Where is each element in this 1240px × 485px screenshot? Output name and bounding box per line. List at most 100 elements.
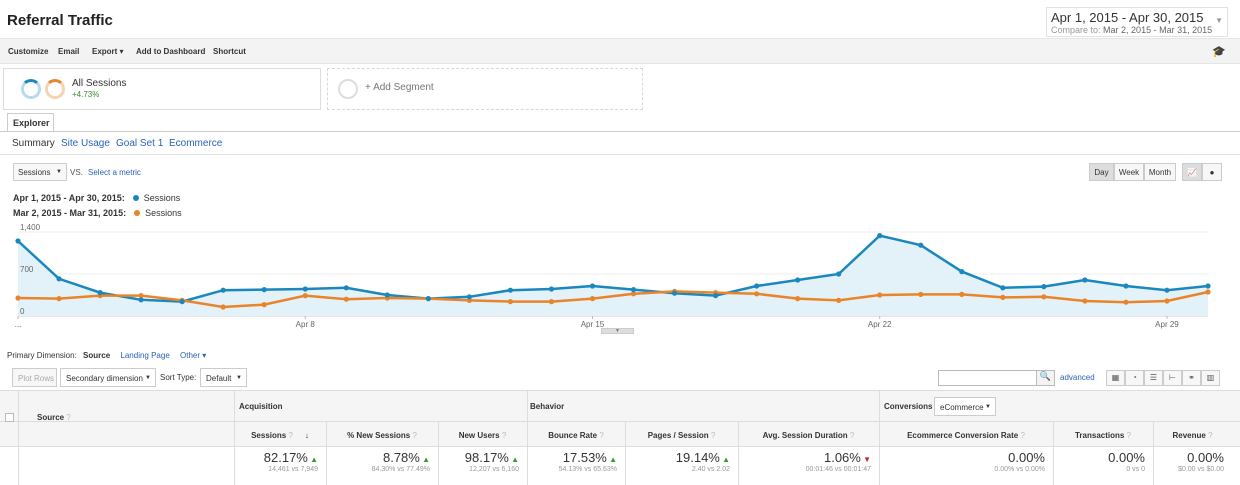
current-data-point <box>97 290 103 296</box>
line-chart-icon[interactable]: 📈 <box>1182 163 1202 181</box>
previous-data-point <box>1000 294 1006 300</box>
current-data-point <box>1123 283 1129 289</box>
column-header[interactable]: Sessions ? ↓ <box>234 431 326 440</box>
current-data-point <box>220 287 226 293</box>
legend-series: Sessions <box>145 208 182 218</box>
column-header[interactable]: Pages / Session ? <box>625 431 738 440</box>
subtab-ecommerce[interactable]: Ecommerce <box>169 138 223 149</box>
current-data-point <box>343 285 349 291</box>
conversions-group-label: Conversions <box>884 402 933 411</box>
email-button[interactable]: Email <box>58 47 80 56</box>
column-header[interactable]: New Users ? <box>438 431 527 440</box>
current-data-point <box>1205 283 1211 289</box>
legend-previous-range: Mar 2, 2015 - Mar 31, 2015: <box>13 208 127 218</box>
sort-type-select[interactable]: Default ▼ <box>200 368 247 387</box>
help-icon: ? <box>1205 431 1213 440</box>
table-search-input[interactable] <box>938 370 1038 386</box>
add-segment-button[interactable]: + Add Segment <box>327 68 643 110</box>
metric-comparison: 0 vs 0 <box>1126 466 1145 473</box>
add-to-dashboard-button[interactable]: Add to Dashboard <box>136 47 206 56</box>
source-header-label: Source <box>37 413 65 422</box>
metric-cell: 8.78% ▲ 84.30% vs 77.49% <box>326 450 430 473</box>
chart-resize-handle[interactable]: ▼ <box>601 328 634 334</box>
column-header[interactable]: % New Sessions ? <box>326 431 438 440</box>
motion-chart-icon[interactable]: ● <box>1202 163 1222 181</box>
trend-down-icon: ▼ <box>860 455 871 464</box>
previous-data-point <box>1082 298 1088 304</box>
chevron-down-icon: ▼ <box>56 169 62 175</box>
term-cloud-icon[interactable]: ⚭ <box>1182 370 1201 386</box>
trend-up-icon: ▲ <box>719 455 730 464</box>
source-column-header[interactable]: Source ? <box>37 413 71 422</box>
comparison-view-icon[interactable]: ⊢ <box>1163 370 1182 386</box>
pivot-view-icon[interactable]: ▥ <box>1201 370 1220 386</box>
plot-rows-button[interactable]: Plot Rows <box>12 368 57 387</box>
dimension-source[interactable]: Source <box>83 351 111 360</box>
metric-value: 1.06% <box>823 450 861 465</box>
secondary-dimension-select[interactable]: Secondary dimension ▼ <box>60 368 156 387</box>
legend-current-range: Apr 1, 2015 - Apr 30, 2015: <box>13 193 125 203</box>
conversion-type-select[interactable]: eCommerce ▼ <box>934 397 996 416</box>
column-header[interactable]: Bounce Rate ? <box>527 431 625 440</box>
trend-up-icon: ▲ <box>508 455 519 464</box>
month-button[interactable]: Month <box>1144 163 1176 181</box>
graduation-cap-icon[interactable]: 🎓 <box>1212 46 1226 58</box>
performance-view-icon[interactable]: ☰ <box>1144 370 1163 386</box>
subtab-summary[interactable]: Summary <box>12 138 55 149</box>
segment-change: +4.73% <box>72 90 100 99</box>
previous-data-point <box>1205 289 1211 295</box>
customize-button[interactable]: Customize <box>8 47 49 56</box>
subtab-site-usage[interactable]: Site Usage <box>61 138 110 149</box>
metric-comparison: 84.30% vs 77.49% <box>371 466 430 473</box>
metric-comparison: 00:01:46 vs 00:01:47 <box>805 466 871 473</box>
previous-data-point <box>918 291 924 297</box>
pie-view-icon[interactable]: ◔ <box>1125 370 1144 386</box>
select-all-checkbox[interactable] <box>5 413 14 422</box>
date-range-picker[interactable]: Apr 1, 2015 - Apr 30, 2015 Compare to: M… <box>1046 7 1228 37</box>
tab-explorer[interactable]: Explorer <box>7 113 54 132</box>
current-data-point <box>179 299 185 305</box>
column-header[interactable]: Avg. Session Duration ? <box>738 431 879 440</box>
advanced-filter-link[interactable]: advanced <box>1060 373 1095 382</box>
metric-cell: 82.17% ▲ 14,461 vs 7,949 <box>234 450 318 473</box>
help-icon: ? <box>66 413 71 422</box>
sessions-line-chart[interactable]: 1,400 700 0... Apr 8 Apr 15 Apr 22 Apr 29 <box>0 222 1240 340</box>
current-data-point <box>1164 287 1170 293</box>
vs-label: VS. <box>70 168 83 177</box>
search-icon[interactable]: 🔍 <box>1036 370 1055 386</box>
day-button[interactable]: Day <box>1089 163 1114 181</box>
previous-data-point <box>1123 299 1129 305</box>
previous-data-point <box>261 302 267 308</box>
help-icon: ? <box>410 431 417 440</box>
current-data-point <box>425 296 431 302</box>
column-header[interactable]: Revenue ? <box>1153 431 1232 440</box>
segment-ring-icon <box>21 79 41 99</box>
dimension-landing-page[interactable]: Landing Page <box>120 351 170 360</box>
shortcut-button[interactable]: Shortcut <box>213 47 246 56</box>
metric-comparison: $0.00 vs $0.00 <box>1178 466 1224 473</box>
previous-data-point <box>795 296 801 302</box>
dimension-other[interactable]: Other ▾ <box>180 351 207 360</box>
metric-select[interactable]: Sessions ▼ <box>13 163 67 181</box>
compare-range: Compare to: Mar 2, 2015 - Mar 31, 2015 <box>1051 25 1223 35</box>
column-header[interactable]: Ecommerce Conversion Rate ? <box>879 431 1053 440</box>
current-data-point <box>56 276 62 282</box>
column-header-label: Revenue <box>1172 431 1206 440</box>
legend-dot-icon <box>132 195 139 201</box>
table-view-icon[interactable]: ▦ <box>1106 370 1125 386</box>
help-icon: ? <box>1124 431 1132 440</box>
export-button[interactable]: Export ▾ <box>92 47 124 56</box>
metric-value: 0.00% <box>1187 450 1224 465</box>
help-icon: ? <box>847 431 855 440</box>
column-header[interactable]: Transactions ? <box>1053 431 1153 440</box>
previous-data-point <box>507 299 514 305</box>
trend-up-icon: ▲ <box>307 455 318 464</box>
select-metric-link[interactable]: Select a metric <box>88 168 141 177</box>
week-button[interactable]: Week <box>1114 163 1144 181</box>
table-header-columns <box>0 422 1240 447</box>
subtab-goal-set-1[interactable]: Goal Set 1 <box>116 138 164 149</box>
segment-ring-icon <box>45 79 65 99</box>
y-tick-label: 1,400 <box>20 223 41 232</box>
segment-all-sessions[interactable]: All Sessions +4.73% <box>3 68 321 110</box>
previous-data-point <box>302 293 308 299</box>
